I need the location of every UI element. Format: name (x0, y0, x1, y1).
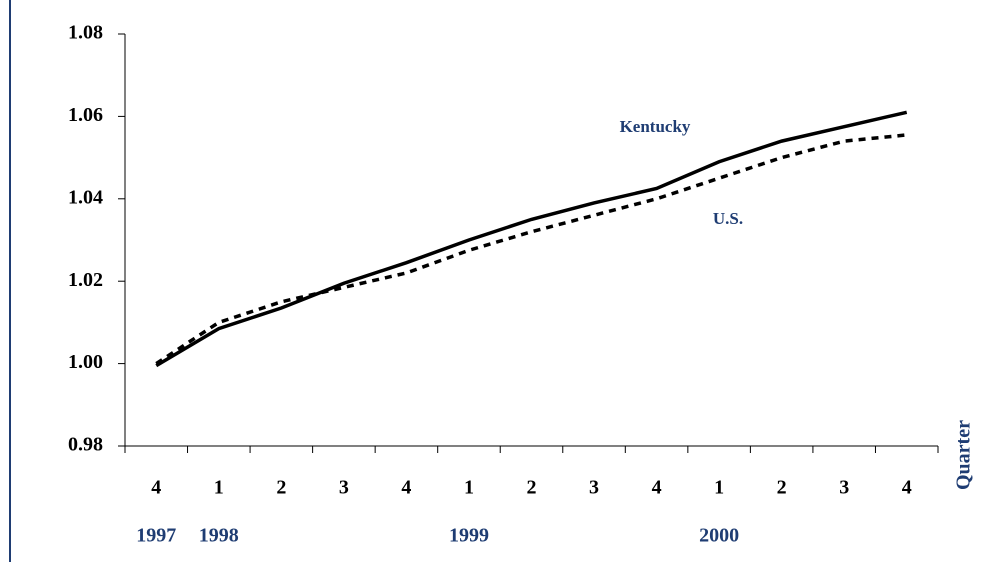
series-label: Kentucky (620, 117, 691, 136)
year-label: 1997 (136, 525, 176, 547)
year-label: 1998 (199, 525, 239, 547)
year-label: 2000 (699, 525, 739, 547)
y-tick-label: 0.98 (68, 434, 103, 456)
x-tick-label: 4 (151, 477, 161, 499)
x-tick-label: 4 (401, 477, 411, 499)
y-tick-label: 1.02 (68, 269, 103, 291)
y-tick-label: 1.08 (68, 22, 103, 44)
x-tick-label: 1 (464, 477, 474, 499)
x-tick-label: 2 (777, 477, 787, 499)
x-tick-label: 2 (527, 477, 537, 499)
x-tick-label: 3 (839, 477, 849, 499)
year-label: 1999 (449, 525, 489, 547)
x-axis-label: Quarter (953, 420, 975, 490)
x-tick-label: 1 (714, 477, 724, 499)
y-tick-label: 1.00 (68, 351, 103, 373)
x-tick-label: 1 (214, 477, 224, 499)
series-label: U.S. (713, 209, 743, 228)
series-line (155, 110, 908, 368)
x-tick-label: 3 (339, 477, 349, 499)
y-tick-label: 1.04 (68, 186, 103, 208)
y-tick-label: 1.06 (68, 104, 103, 126)
x-tick-label: 4 (652, 477, 662, 499)
x-tick-label: 2 (276, 477, 286, 499)
x-tick-label: 4 (902, 477, 912, 499)
series-line (155, 133, 907, 366)
x-tick-label: 3 (589, 477, 599, 499)
